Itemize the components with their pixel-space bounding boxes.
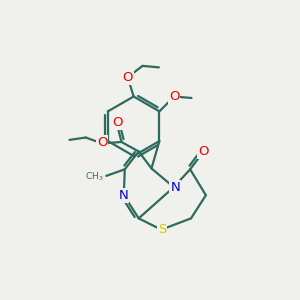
Text: O: O [198, 145, 209, 158]
Text: O: O [169, 90, 179, 103]
Text: O: O [112, 116, 122, 129]
Text: O: O [122, 71, 133, 84]
Text: S: S [158, 223, 166, 236]
Text: N: N [170, 181, 180, 194]
Text: CH$_3$: CH$_3$ [85, 170, 104, 183]
Text: O: O [97, 136, 107, 149]
Text: N: N [118, 189, 128, 202]
